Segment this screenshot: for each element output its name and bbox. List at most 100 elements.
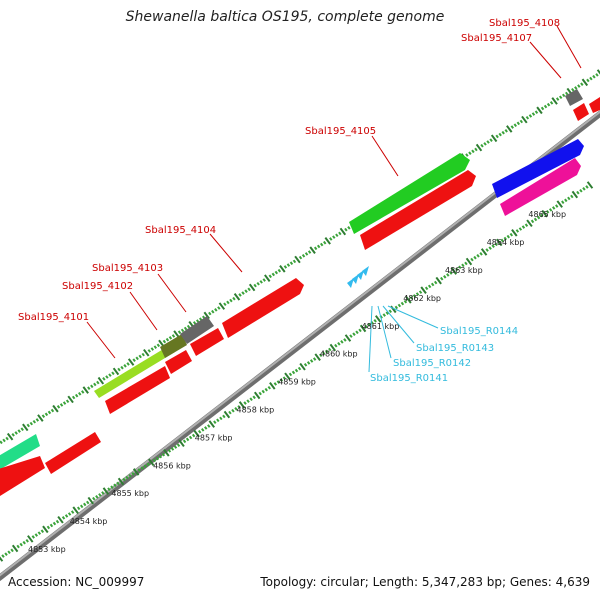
- gene-label[interactable]: Sbal195_4101: [18, 312, 89, 323]
- minor-tick: [313, 246, 318, 251]
- minor-tick: [515, 229, 520, 233]
- minor-tick: [35, 418, 40, 422]
- minor-tick: [440, 276, 444, 281]
- minor-tick: [430, 282, 435, 287]
- minor-tick: [525, 115, 530, 120]
- gene-feature-green[interactable]: [349, 153, 470, 234]
- gene-feature-gray-1[interactable]: [180, 316, 214, 344]
- major-tick: [218, 302, 226, 310]
- gene-feature-red-6[interactable]: [222, 278, 304, 338]
- minor-tick: [565, 91, 569, 96]
- minor-tick: [125, 475, 129, 480]
- gene-feature-red-7[interactable]: [360, 170, 476, 250]
- minor-tick: [589, 76, 593, 81]
- minor-tick: [373, 319, 377, 323]
- rna-feature-1[interactable]: [347, 278, 354, 288]
- gene-feature-lime[interactable]: [94, 340, 180, 398]
- tick-label: 4854 kbp: [70, 517, 108, 526]
- major-tick: [284, 372, 291, 381]
- minor-tick: [276, 380, 281, 384]
- minor-tick: [150, 347, 154, 351]
- rna-feature-2[interactable]: [352, 274, 359, 284]
- minor-tick: [111, 371, 115, 376]
- major-tick: [22, 423, 29, 432]
- minor-tick: [385, 311, 389, 315]
- minor-tick: [319, 353, 323, 358]
- minor-tick: [567, 196, 571, 201]
- minor-tick: [486, 140, 490, 144]
- gene-label[interactable]: Sbal195_4108: [489, 18, 560, 29]
- minor-tick: [34, 533, 39, 537]
- major-tick: [279, 265, 286, 273]
- gene-feature-gray-2[interactable]: [565, 89, 583, 106]
- gene-feature-red-1[interactable]: [0, 456, 45, 496]
- gene-label[interactable]: Sbal195_4104: [145, 225, 216, 236]
- minor-tick: [574, 86, 578, 90]
- minor-tick: [93, 382, 97, 387]
- major-tick: [148, 458, 155, 467]
- major-tick: [299, 362, 306, 371]
- minor-tick: [222, 414, 226, 419]
- major-tick: [536, 106, 543, 115]
- minor-tick: [458, 265, 462, 270]
- gene-feature-red-4[interactable]: [165, 350, 192, 374]
- minor-tick: [504, 129, 508, 133]
- minor-tick: [79, 504, 84, 509]
- gene-feature-teal[interactable]: [0, 434, 40, 470]
- minor-tick: [252, 395, 256, 400]
- gene-feature-red-3[interactable]: [105, 366, 170, 414]
- gene-label[interactable]: Sbal195_4102: [62, 281, 133, 292]
- tick-label: 4865 kbp: [528, 210, 566, 219]
- rna-label[interactable]: Sbal195_R0142: [393, 358, 471, 369]
- rna-label[interactable]: Sbal195_R0141: [370, 373, 448, 384]
- rna-label[interactable]: Sbal195_R0144: [440, 326, 518, 337]
- outer-tick-row: [0, 69, 600, 445]
- minor-tick: [549, 101, 554, 105]
- major-tick: [581, 78, 589, 87]
- minor-tick: [418, 290, 423, 294]
- major-tick: [143, 348, 150, 357]
- tick-label: 4855 kbp: [111, 489, 149, 498]
- gene-feature-olive[interactable]: [160, 334, 187, 358]
- minor-tick: [343, 338, 347, 342]
- tick-label: 4862 kbp: [403, 294, 441, 303]
- minor-tick: [259, 280, 263, 284]
- gene-feature-red-top[interactable]: [589, 97, 600, 113]
- major-tick: [112, 367, 120, 376]
- minor-tick: [427, 284, 432, 289]
- minor-tick: [322, 351, 326, 356]
- tick-label: 4860 kbp: [320, 350, 358, 359]
- minor-tick: [338, 231, 342, 236]
- minor-tick: [585, 185, 589, 189]
- gene-feature-magenta[interactable]: [500, 158, 581, 216]
- minor-tick: [140, 466, 144, 470]
- minor-tick: [524, 223, 529, 227]
- gene-feature-red-2[interactable]: [45, 432, 101, 474]
- gene-feature-red-5[interactable]: [190, 328, 224, 356]
- major-tick: [556, 200, 563, 208]
- gene-label[interactable]: Sbal195_4103: [92, 263, 163, 274]
- rna-feature-4[interactable]: [362, 266, 369, 276]
- major-tick: [571, 190, 579, 199]
- major-tick: [339, 227, 347, 236]
- major-tick: [248, 283, 256, 292]
- rna-label[interactable]: Sbal195_R0143: [416, 343, 494, 354]
- major-tick: [87, 496, 94, 505]
- gene-label[interactable]: Sbal195_4107: [461, 33, 532, 44]
- minor-tick: [261, 389, 265, 394]
- minor-tick: [122, 477, 126, 482]
- accession-text: Accession: NC_009997: [8, 575, 145, 589]
- gene-label[interactable]: Sbal195_4105: [305, 126, 376, 137]
- gene-feature-blue[interactable]: [492, 139, 584, 198]
- minor-tick: [52, 521, 57, 526]
- gene-feature-red-8[interactable]: [573, 103, 589, 121]
- major-tick: [344, 334, 352, 342]
- minor-tick: [483, 142, 487, 146]
- minor-tick: [46, 525, 51, 530]
- minor-tick: [352, 332, 356, 336]
- minor-tick: [116, 481, 120, 486]
- major-tick: [117, 477, 125, 486]
- major-tick: [521, 115, 528, 124]
- minor-tick: [465, 153, 469, 157]
- rna-feature-3[interactable]: [357, 270, 364, 280]
